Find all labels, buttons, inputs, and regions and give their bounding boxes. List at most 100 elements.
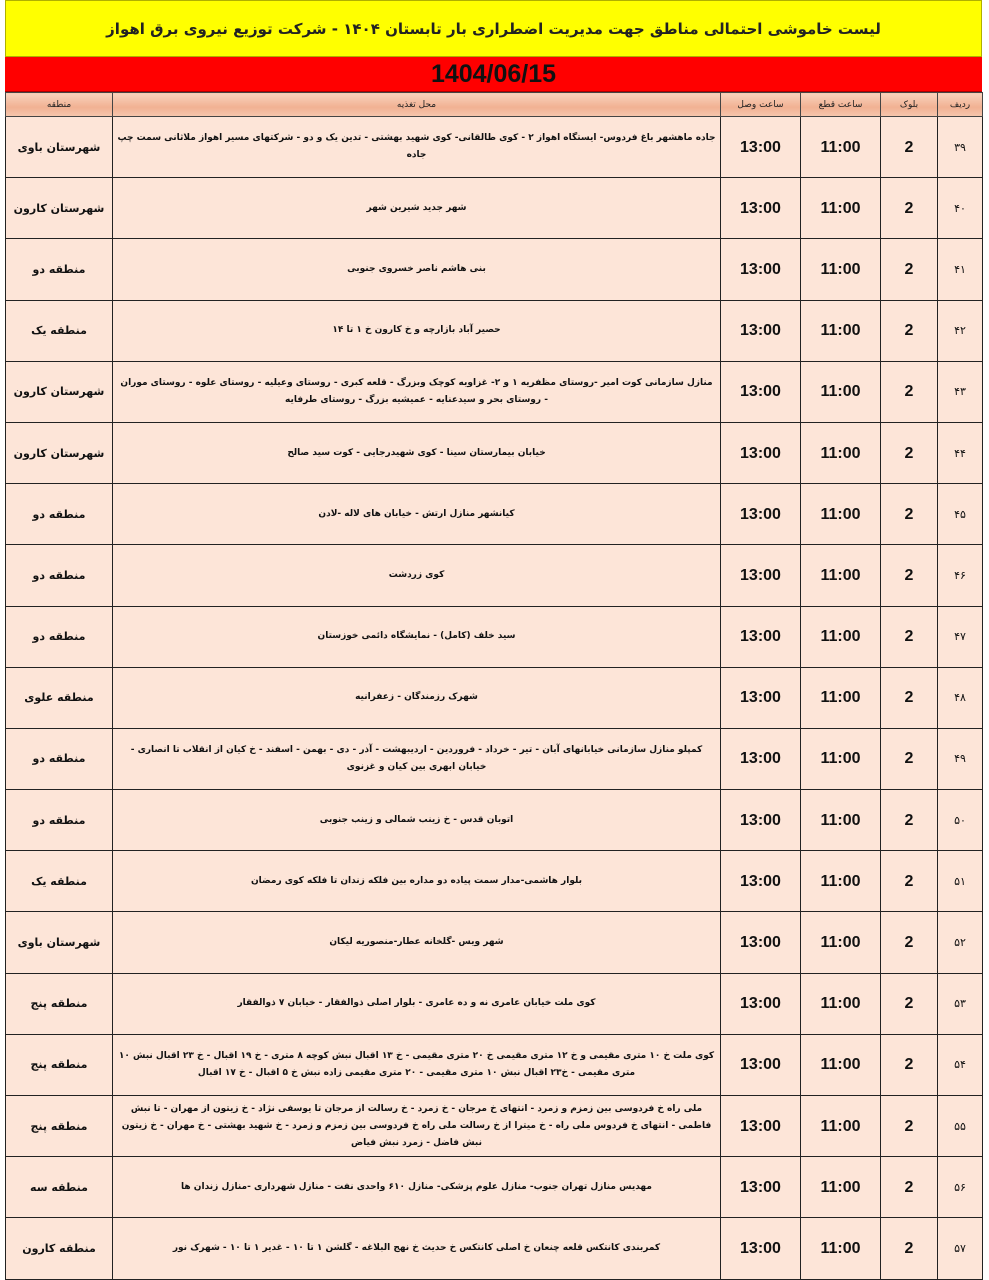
- cell-block: 2: [880, 177, 938, 240]
- cell-cut-time: 11:00: [800, 1033, 881, 1097]
- cell-row-number: ۳۹: [937, 115, 983, 179]
- cell-block: 2: [880, 666, 938, 729]
- cell-feed-location: سید خلف (کامل) - نمایشگاه دائمی خوزستان: [112, 605, 721, 668]
- cell-row-number: ۵۰: [937, 789, 983, 852]
- table-row: ۵۳ 2 11:00 13:00 کوی ملت خیابان عامری نه و د…: [5, 972, 983, 1035]
- cell-feed-location: مهدیس منازل تهران جنوب- منازل علوم پزشکی…: [112, 1156, 721, 1219]
- cell-region: منطقه دو: [5, 727, 113, 791]
- cell-region: منطقه دو: [5, 238, 113, 301]
- header-region: منطقه: [5, 92, 113, 117]
- cell-cut-time: 11:00: [800, 544, 881, 607]
- cell-cut-time: 11:00: [800, 238, 881, 301]
- table-row: ۴۵ 2 11:00 13:00 کیانشهر منازل ارتش - خیابان…: [5, 483, 983, 546]
- cell-block: 2: [880, 1156, 938, 1219]
- cell-row-number: ۴۰: [937, 177, 983, 240]
- cell-block: 2: [880, 360, 938, 423]
- cell-cut-time: 11:00: [800, 1156, 881, 1219]
- table-row: ۵۰ 2 11:00 13:00 اتوبان قدس - خ زینب شمالی و…: [5, 789, 983, 852]
- cell-region: منطقه علوی: [5, 666, 113, 729]
- cell-region: منطقه کارون: [5, 1217, 113, 1280]
- header-block: بلوک: [880, 92, 938, 117]
- cell-row-number: ۴۹: [937, 727, 983, 791]
- cell-region: منطقه پنج: [5, 1094, 113, 1158]
- cell-feed-location: شهر ویس -گلخانه عطار-منصوریه لیکان: [112, 911, 721, 974]
- cell-feed-location: اتوبان قدس - خ زینب شمالی و زینب جنوبی: [112, 789, 721, 852]
- table-row: ۵۶ 2 11:00 13:00 مهدیس منازل تهران جنوب- منا…: [5, 1156, 983, 1219]
- cell-connect-time: 13:00: [720, 1156, 801, 1219]
- cell-region: منطقه دو: [5, 605, 113, 668]
- cell-block: 2: [880, 544, 938, 607]
- cell-row-number: ۵۳: [937, 972, 983, 1035]
- cell-cut-time: 11:00: [800, 177, 881, 240]
- cell-block: 2: [880, 115, 938, 179]
- cell-connect-time: 13:00: [720, 238, 801, 301]
- cell-cut-time: 11:00: [800, 972, 881, 1035]
- cell-feed-location: کمربندی کانتکس قلعه چنعان خ اصلی کانتکس …: [112, 1217, 721, 1280]
- table-row: ۵۵ 2 11:00 13:00 ملی راه خ فردوسی بین زمزم و…: [5, 1094, 983, 1158]
- cell-feed-location: کمپلو منازل سازمانی خیابانهای آبان - تیر…: [112, 727, 721, 791]
- cell-row-number: ۵۴: [937, 1033, 983, 1097]
- cell-connect-time: 13:00: [720, 911, 801, 974]
- cell-cut-time: 11:00: [800, 1217, 881, 1280]
- table-row: ۴۷ 2 11:00 13:00 سید خلف (کامل) - نمایشگاه د…: [5, 605, 983, 668]
- cell-row-number: ۴۳: [937, 360, 983, 423]
- cell-feed-location: کوی ملت خیابان عامری نه و ده عامری - بلو…: [112, 972, 721, 1035]
- cell-region: منطقه دو: [5, 483, 113, 546]
- cell-feed-location: جاده ماهشهر باغ فردوس- ایستگاه اهواز ۲ -…: [112, 115, 721, 179]
- cell-block: 2: [880, 1094, 938, 1158]
- table-row: ۵۱ 2 11:00 13:00 بلوار هاشمی-مدار سمت پیاده …: [5, 850, 983, 913]
- cell-row-number: ۴۲: [937, 299, 983, 362]
- cell-region: منطقه پنج: [5, 1033, 113, 1097]
- cell-connect-time: 13:00: [720, 1033, 801, 1097]
- table-row: ۴۶ 2 11:00 13:00 کوی زردشت منطقه دو: [5, 544, 983, 607]
- cell-cut-time: 11:00: [800, 850, 881, 913]
- cell-feed-location: خیابان بیمارستان سینا - کوی شهیدرجایی - …: [112, 421, 721, 485]
- cell-feed-location: حصیر آباد بازارچه و خ کارون خ ۱ تا ۱۴: [112, 299, 721, 362]
- cell-feed-location: ملی راه خ فردوسی بین زمزم و زمرد - انتها…: [112, 1094, 721, 1158]
- cell-cut-time: 11:00: [800, 115, 881, 179]
- cell-feed-location: منازل سازمانی کوت امیر -روستای مظفریه ۱ …: [112, 360, 721, 423]
- table-row: ۴۸ 2 11:00 13:00 شهرک رزمندگان - زعفرانیه منط…: [5, 666, 983, 729]
- cell-connect-time: 13:00: [720, 299, 801, 362]
- table-row: ۵۲ 2 11:00 13:00 شهر ویس -گلخانه عطار-منصوری…: [5, 911, 983, 974]
- outage-sheet: لیست خاموشی احتمالی مناطق جهت مدیریت اضط…: [5, 0, 983, 1280]
- header-connect-time: ساعت وصل: [720, 92, 801, 117]
- cell-block: 2: [880, 421, 938, 485]
- cell-cut-time: 11:00: [800, 483, 881, 546]
- cell-connect-time: 13:00: [720, 544, 801, 607]
- cell-connect-time: 13:00: [720, 1094, 801, 1158]
- cell-connect-time: 13:00: [720, 1217, 801, 1280]
- cell-connect-time: 13:00: [720, 972, 801, 1035]
- table-row: ۴۲ 2 11:00 13:00 حصیر آباد بازارچه و خ کارون…: [5, 299, 983, 362]
- cell-block: 2: [880, 238, 938, 301]
- table-row: ۴۳ 2 11:00 13:00 منازل سازمانی کوت امیر -روس…: [5, 360, 983, 423]
- cell-feed-location: کوی ملت خ ۱۰ متری مقیمی و خ ۱۲ متری مقیم…: [112, 1033, 721, 1097]
- cell-region: منطقه دو: [5, 544, 113, 607]
- sheet-date: 1404/06/15: [5, 57, 982, 92]
- cell-cut-time: 11:00: [800, 421, 881, 485]
- header-row-number: ردیف: [937, 92, 983, 117]
- cell-region: منطقه یک: [5, 850, 113, 913]
- cell-row-number: ۵۶: [937, 1156, 983, 1219]
- cell-connect-time: 13:00: [720, 421, 801, 485]
- table-row: ۵۴ 2 11:00 13:00 کوی ملت خ ۱۰ متری مقیمی و خ…: [5, 1033, 983, 1097]
- cell-region: شهرستان کارون: [5, 421, 113, 485]
- cell-block: 2: [880, 850, 938, 913]
- cell-feed-location: بنی هاشم ناصر خسروی جنوبی: [112, 238, 721, 301]
- cell-row-number: ۴۱: [937, 238, 983, 301]
- cell-region: شهرستان باوی: [5, 115, 113, 179]
- cell-cut-time: 11:00: [800, 666, 881, 729]
- cell-row-number: ۴۷: [937, 605, 983, 668]
- cell-connect-time: 13:00: [720, 483, 801, 546]
- cell-block: 2: [880, 789, 938, 852]
- cell-region: منطقه سه: [5, 1156, 113, 1219]
- cell-region: شهرستان کارون: [5, 360, 113, 423]
- cell-cut-time: 11:00: [800, 727, 881, 791]
- table-row: ۵۷ 2 11:00 13:00 کمربندی کانتکس قلعه چنعان خ…: [5, 1217, 983, 1280]
- cell-row-number: ۵۱: [937, 850, 983, 913]
- table-row: ۴۱ 2 11:00 13:00 بنی هاشم ناصر خسروی جنوبی من…: [5, 238, 983, 301]
- cell-connect-time: 13:00: [720, 177, 801, 240]
- cell-connect-time: 13:00: [720, 605, 801, 668]
- cell-cut-time: 11:00: [800, 605, 881, 668]
- cell-cut-time: 11:00: [800, 299, 881, 362]
